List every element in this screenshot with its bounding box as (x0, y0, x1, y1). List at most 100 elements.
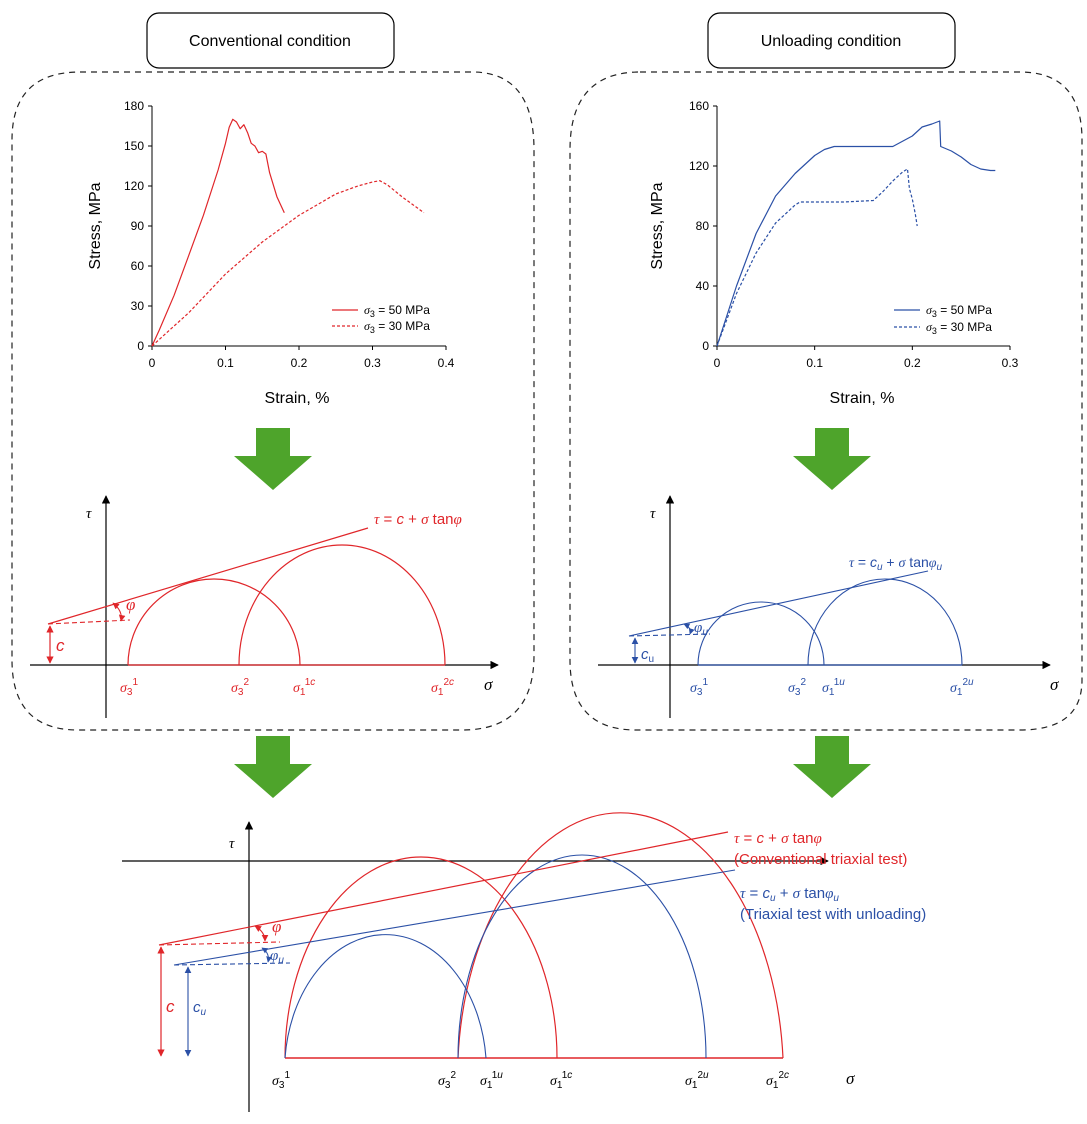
conv-series-sigma3-50 (151, 118, 285, 347)
envelope-line-u (628, 570, 929, 637)
unl-y-tick-label: 120 (689, 159, 709, 173)
combined-envelope-red (158, 831, 729, 946)
legend-50-u: σ3 = 50 MPa (926, 303, 992, 319)
label-u-s1-2u: σ12u (950, 677, 974, 698)
unl-x-tick-label: 0.2 (904, 356, 921, 370)
combined-circle-blue-1 (284, 934, 487, 1059)
tau-label-u: τ (650, 506, 656, 522)
envelope-label: τ = c + σ tanφ (374, 511, 462, 528)
conv-y-tick-label: 60 (131, 259, 145, 273)
unl-x-tick-label: 0.1 (806, 356, 823, 370)
unloading-header-text: Unloading condition (761, 33, 902, 50)
chart-conventional-axes: 0 0.1 0.2 0.3 0.4 0 30 60 90 120 150 180 (124, 99, 455, 370)
flow-arrows (234, 428, 871, 798)
down-arrow-2 (793, 428, 871, 490)
combined-circle-red-2 (457, 812, 784, 1059)
combined-circle-red-1 (284, 856, 558, 1059)
combined-cu-label: cu (193, 999, 207, 1018)
unl-y-tick-label: 0 (702, 339, 709, 353)
conventional-header-text: Conventional condition (189, 33, 351, 50)
mohr-circle-1 (127, 578, 301, 666)
conv-x-tick-label: 0 (149, 356, 156, 370)
sigma-label: σ (484, 675, 493, 694)
conv-y-tick-label: 180 (124, 99, 144, 113)
combined-label-s1-1u: σ11u (480, 1070, 503, 1091)
combined-envelope-red-label: τ = c + σ tanφ (734, 830, 822, 847)
tau-label-combined: τ (229, 836, 235, 852)
unl-x-tick-label: 0.3 (1002, 356, 1019, 370)
phi-arc (112, 602, 126, 622)
combined-circle-blue-2 (457, 854, 707, 1059)
phi-label: φ (126, 595, 135, 614)
chart-unloading: 0 0.1 0.2 0.3 0 40 80 120 160 Stress, MPa Strain… (649, 99, 1019, 407)
conv-x-tick-label: 0.3 (364, 356, 381, 370)
chart-unloading-legend: σ3 = 50 MPa σ3 = 30 MPa (894, 303, 992, 336)
down-arrow-4 (793, 736, 871, 798)
envelope-baseline-u (628, 633, 711, 637)
chart-conventional-series (151, 118, 425, 347)
combined-label-s1-1c: σ11c (550, 1070, 572, 1091)
legend-30: σ3 = 30 MPa (364, 319, 430, 335)
unl-y-tick-label: 80 (696, 219, 710, 233)
combined-phi-u-label: φu (270, 948, 284, 966)
mohr-conventional: τ σ c φ τ = c + σ tanφ σ31 σ32 σ11c σ12c (30, 495, 499, 718)
combined-c-label: c (166, 997, 175, 1016)
sigma-label-u: σ (1050, 675, 1059, 694)
conv-y-tick-label: 120 (124, 179, 144, 193)
chart-unloading-xlabel: Strain, % (830, 390, 895, 407)
label-s3-2: σ32 (231, 677, 249, 698)
unl-x-tick-label: 0 (714, 356, 721, 370)
unl-y-tick-label: 40 (696, 279, 710, 293)
conv-y-tick-label: 0 (137, 339, 144, 353)
conv-x-tick-label: 0.2 (291, 356, 308, 370)
label-s3-1: σ31 (120, 677, 138, 698)
unl-series-sigma3-50 (716, 120, 996, 347)
chart-conventional-ylabel: Stress, MPa (87, 182, 104, 269)
mohr-circle-u1 (697, 601, 825, 666)
chart-unloading-series (716, 120, 996, 347)
combined-phi-u-arc (261, 947, 273, 963)
down-arrow-3 (234, 736, 312, 798)
combined-label-s1-2c: σ12c (766, 1070, 789, 1091)
combined-envelope-red-base (158, 941, 281, 946)
down-arrow-1 (234, 428, 312, 490)
cu-label: cu (641, 646, 654, 665)
conventional-header: Conventional condition (146, 12, 395, 69)
phi-arc-u (683, 623, 695, 635)
mohr-unloading: τ σ cu φu τ = cu + σ tanφu σ31 σ32 σ11u … (598, 495, 1059, 718)
legend-50: σ3 = 50 MPa (364, 303, 430, 319)
c-label: c (56, 636, 65, 655)
envelope-label-u: τ = cu + σ tanφu (849, 554, 943, 573)
combined-caption-red: (Conventional triaxial test) (734, 851, 907, 868)
label-u-s3-2: σ32 (788, 677, 806, 698)
label-u-s1-1u: σ11u (822, 677, 845, 698)
conv-y-tick-label: 150 (124, 139, 144, 153)
label-s1-1c: σ11c (293, 677, 315, 698)
chart-conventional-xlabel: Strain, % (265, 390, 330, 407)
unl-series-sigma3-30 (716, 168, 918, 347)
combined-phi-label: φ (272, 917, 281, 936)
combined-envelope-blue-base (173, 962, 291, 966)
combined-label-s3-1: σ31 (272, 1070, 290, 1091)
combined-caption-blue: (Triaxial test with unloading) (740, 906, 926, 923)
unloading-header: Unloading condition (707, 12, 956, 69)
conv-y-tick-label: 30 (131, 299, 145, 313)
combined-envelope-blue-label: τ = cu + σ tanφu (740, 885, 839, 904)
conv-x-tick-label: 0.1 (217, 356, 234, 370)
label-u-s3-1: σ31 (690, 677, 708, 698)
chart-conventional: 0 0.1 0.2 0.3 0.4 0 30 60 90 120 150 180 Stress, MP… (87, 99, 455, 407)
conv-y-tick-label: 90 (131, 219, 145, 233)
combined-label-s1-2u: σ12u (685, 1070, 709, 1091)
combined-envelope-blue (173, 869, 736, 966)
phi-u-label: φu (694, 620, 708, 638)
combined-label-s3-2: σ32 (438, 1070, 456, 1091)
unloading-group-border (569, 71, 1083, 731)
legend-30-u: σ3 = 30 MPa (926, 320, 992, 336)
sigma-label-combined: σ (846, 1069, 855, 1088)
combined-phi-arc (254, 925, 269, 942)
label-s1-2c: σ12c (431, 677, 454, 698)
chart-unloading-ylabel: Stress, MPa (649, 182, 666, 269)
mohr-circle-2 (238, 544, 446, 666)
chart-conventional-legend: σ3 = 50 MPa σ3 = 30 MPa (332, 303, 430, 335)
